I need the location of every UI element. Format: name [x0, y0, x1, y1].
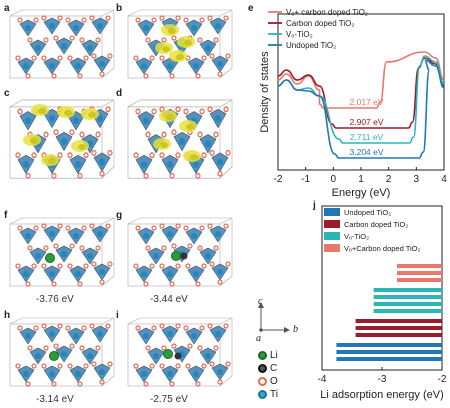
- bar-2-1: [373, 302, 442, 306]
- x-tick-label: 2: [386, 174, 392, 185]
- structure-a: [9, 9, 115, 79]
- legend-label-1: Carbon doped TiO₂: [344, 220, 408, 229]
- energy-label-h: -3.14 eV: [36, 394, 74, 405]
- structure-d: [127, 99, 233, 179]
- bar-0-0: [336, 357, 442, 361]
- panel-label-b: b: [116, 3, 123, 14]
- structure-c: [9, 99, 115, 179]
- bar-0-1: [336, 350, 442, 354]
- ti-atom-icon: [258, 390, 267, 399]
- axis-b-label: b: [293, 324, 298, 335]
- x-tick-label: -4: [318, 374, 327, 385]
- atom-legend-o: O: [258, 376, 278, 387]
- panel-label-c: c: [4, 88, 10, 99]
- bar-3-2: [397, 264, 442, 268]
- x-tick-label: 3: [414, 174, 420, 185]
- x-tick-label: -2: [274, 174, 283, 185]
- x-tick-label: -1: [301, 174, 310, 185]
- atom-legend-ti: Ti: [258, 389, 278, 400]
- legend-swatch-0: [324, 208, 340, 216]
- atom-legend-label: Ti: [270, 389, 278, 400]
- bar-2-3: [373, 288, 442, 292]
- structure-g: [127, 217, 233, 287]
- panel-label-g: g: [116, 210, 123, 221]
- panel-label-d: d: [116, 88, 123, 99]
- axis-a-label: a: [256, 333, 261, 344]
- panel-label-h: h: [4, 310, 11, 321]
- bar-2-0: [373, 309, 442, 313]
- x-tick-label: 1: [358, 174, 364, 185]
- legend-label-2: Vₒ-TiO₂: [344, 232, 369, 241]
- energy-label-g: -3.44 eV: [150, 294, 188, 305]
- dos-line-1: [277, 57, 445, 129]
- bar-1-0: [355, 333, 442, 337]
- gap-label-0: 2.017 eV: [350, 97, 384, 107]
- dos-chart: -2 -1 0 1 2 3 4 Energy (eV) Density of states 2.0…: [259, 8, 447, 199]
- panel-label-e: e: [248, 3, 254, 14]
- crystal-structures: [9, 9, 233, 387]
- bar-1-1: [355, 326, 442, 330]
- legend-swatch-3: [324, 244, 340, 252]
- adsorption-chart: -4 -3 -2 Li adsorption energy (eV) Undoped T…: [318, 205, 447, 401]
- legend-swatch-1: [324, 220, 340, 228]
- legend-label-2: Vₒ-TiO₂: [286, 30, 313, 39]
- atom-legend-label: C: [270, 363, 278, 374]
- legend-swatch-2: [324, 232, 340, 240]
- panel-label-a: a: [4, 3, 10, 14]
- x-axis-label: Li adsorption energy (eV): [320, 389, 444, 401]
- bar-3-1: [397, 271, 442, 275]
- crystal-axes-glyph: [258, 302, 290, 333]
- li-atom-icon: [258, 351, 267, 360]
- atom-legend-label: Li: [270, 350, 278, 361]
- o-atom-icon: [258, 377, 267, 386]
- x-tick-label: 0: [331, 174, 337, 185]
- bar-1-2: [355, 319, 442, 323]
- structure-h: [9, 317, 115, 387]
- panel-label-j: j: [313, 200, 316, 211]
- y-axis-label: Density of states: [259, 51, 271, 133]
- gap-label-2: 2.711 eV: [350, 132, 384, 142]
- legend-label-0: Undoped TiO₂: [344, 208, 391, 217]
- x-tick-label: -2: [438, 374, 447, 385]
- energy-label-f: -3.76 eV: [36, 294, 74, 305]
- bar-2-2: [373, 295, 442, 299]
- bar-0-2: [336, 343, 442, 347]
- x-tick-label: 4: [441, 174, 447, 185]
- panel-label-f: f: [4, 210, 8, 221]
- x-axis-label: Energy (eV): [332, 187, 391, 199]
- c-atom-icon: [258, 364, 267, 373]
- energy-label-i: -2.75 eV: [150, 394, 188, 405]
- structure-i: [127, 317, 233, 387]
- legend-label-3: Vₒ+Carbon doped TiO₂: [344, 244, 421, 253]
- gap-label-3: 3.204 eV: [350, 147, 384, 157]
- atom-legend: Li C O Ti: [256, 350, 306, 406]
- bar-3-0: [397, 278, 442, 282]
- atom-legend-li: Li: [258, 350, 278, 361]
- legend-label-1: Carbon doped TiO₂: [286, 19, 354, 28]
- structure-f: [9, 217, 115, 287]
- legend-label-0: Vₒ+ carbon doped TiO₂: [286, 8, 368, 17]
- axis-c-label: c: [258, 296, 263, 307]
- structure-b: [127, 9, 233, 79]
- dos-line-0: [277, 51, 445, 109]
- gap-label-1: 2.907 eV: [350, 117, 384, 127]
- dos-line-3: [277, 59, 445, 159]
- atom-legend-label: O: [270, 376, 278, 387]
- atom-legend-c: C: [258, 363, 277, 374]
- panel-label-i: i: [116, 310, 119, 321]
- legend-label-3: Undoped TiO₂: [286, 41, 336, 50]
- x-tick-label: -3: [378, 374, 387, 385]
